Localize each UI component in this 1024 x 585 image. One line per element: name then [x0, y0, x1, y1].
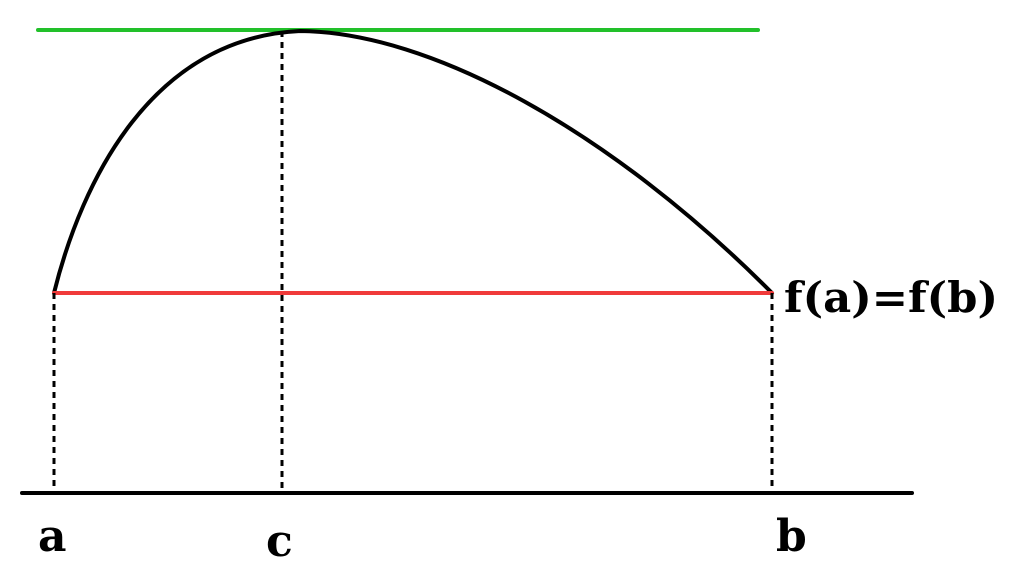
point-b-label: b [776, 511, 807, 562]
equation-label: f(a)=f(b) [784, 273, 998, 322]
point-a-label: a [38, 511, 67, 562]
point-c-label: c [266, 516, 293, 567]
function-curve [52, 29, 774, 295]
